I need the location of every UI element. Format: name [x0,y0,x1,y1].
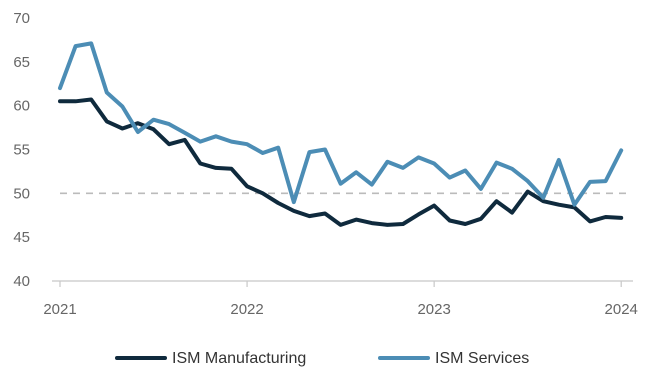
x-tick-label: 2023 [417,301,450,318]
y-tick-label: 55 [13,142,30,159]
y-axis: 40 45 50 55 60 65 70 [13,10,30,290]
x-tick-label: 2021 [43,301,76,318]
x-tick-label: 2022 [230,301,263,318]
x-tick-label: 2024 [605,301,638,318]
y-tick-label: 70 [13,10,30,27]
y-tick-label: 60 [13,98,30,115]
y-tick-label: 40 [13,273,30,290]
y-tick-label: 45 [13,229,30,246]
legend-label: ISM Services [435,350,529,367]
y-tick-label: 50 [13,185,30,202]
series-line-ism-manufacturing [58,97,624,227]
y-tick-label: 65 [13,54,30,71]
series-line-ism-services [58,41,624,207]
series-layer [58,41,624,227]
legend-label: ISM Manufacturing [172,350,306,367]
x-axis: 2021 2022 2023 2024 [43,280,638,318]
legend: ISM Manufacturing ISM Services [115,350,529,367]
